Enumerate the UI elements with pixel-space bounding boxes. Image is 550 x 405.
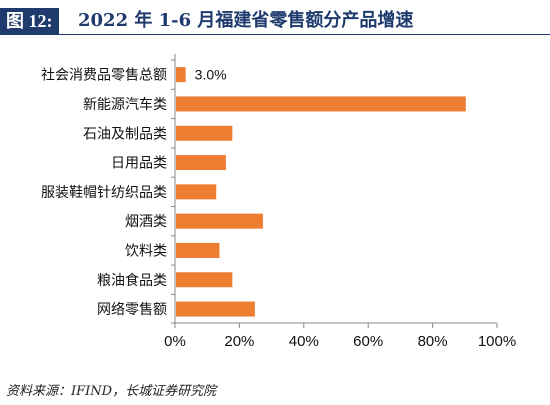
category-label: 粮油食品类 — [97, 272, 167, 289]
bar — [176, 213, 263, 229]
bar — [176, 67, 186, 83]
category-label: 饮料类 — [125, 243, 167, 259]
bar — [176, 125, 233, 141]
x-tick-label: 60% — [353, 333, 383, 350]
category-label: 烟酒类 — [125, 214, 167, 230]
source-note: 资料来源：IFIND，长城证券研究院 — [6, 384, 217, 399]
category-label: 石油及制品类 — [83, 126, 167, 142]
bar — [176, 184, 217, 200]
category-label: 日用品类 — [111, 156, 167, 172]
category-label: 网络零售额 — [97, 302, 167, 318]
x-tick-label: 40% — [289, 333, 319, 350]
bar — [176, 96, 466, 112]
bar — [176, 242, 220, 258]
data-label: 3.0% — [195, 67, 227, 83]
x-tick-label: 0% — [164, 333, 186, 350]
bar — [176, 301, 255, 317]
x-tick-label: 20% — [224, 333, 254, 350]
category-label: 新能源汽车类 — [83, 96, 167, 113]
figure-header: 图 12: 2022 年 1-6 月福建省零售额分产品增速 — [0, 8, 550, 35]
bar-chart: 社会消费品零售总额 3.0% 新能源汽车类石油及制品类日用品类服装鞋帽针纺织品类烟酒… — [41, 54, 516, 350]
bar — [176, 272, 233, 288]
category-label: 社会消费品零售总额 — [41, 68, 167, 84]
chart-title: 2022 年 1-6 月福建省零售额分产品增速 — [78, 10, 414, 31]
category-label: 服装鞋帽针纺织品类 — [41, 185, 167, 201]
x-tick-label: 100% — [478, 333, 516, 350]
bar — [176, 155, 226, 171]
x-tick-label: 80% — [418, 333, 448, 350]
figure-label: 图 12: — [0, 8, 59, 34]
